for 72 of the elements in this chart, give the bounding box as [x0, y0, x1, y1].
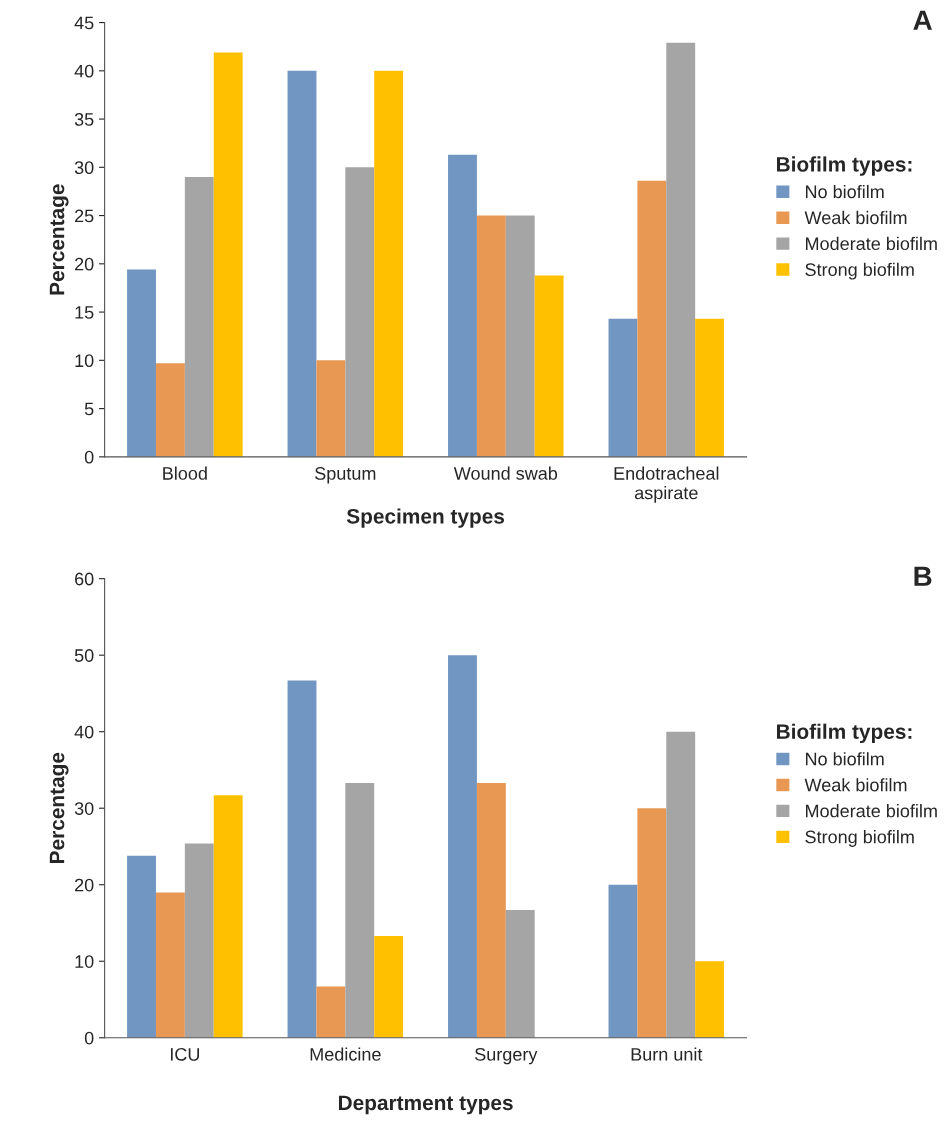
x-tick-label: ICU	[170, 1047, 199, 1061]
bar	[316, 360, 346, 457]
bar	[127, 855, 156, 1038]
bar	[287, 680, 317, 1038]
bar	[345, 167, 375, 457]
legend-label: Moderate biofilm	[805, 236, 937, 251]
x-tick-label: Burn unit	[631, 1047, 703, 1061]
bar	[316, 986, 346, 1038]
bar	[287, 70, 317, 457]
x-tick-label: Surgery	[475, 1047, 538, 1065]
legend-label: Weak biofilm	[804, 210, 907, 225]
bar	[448, 655, 477, 1038]
y-tick-label: 50	[74, 649, 94, 662]
y-tick-label: 0	[84, 450, 94, 464]
legend-title: Biofilm types:	[777, 723, 912, 744]
x-tick-label: Medicine	[310, 1047, 381, 1061]
bar	[345, 782, 375, 1038]
y-tick-label: 0	[84, 1031, 94, 1045]
y-tick-label: 35	[74, 113, 94, 126]
y-tick-label: 40	[74, 725, 94, 739]
bar	[374, 70, 404, 457]
x-axis-title: Specimen types	[346, 508, 505, 528]
bar	[155, 892, 185, 1038]
y-tick-label: 40	[74, 64, 94, 78]
bar	[666, 42, 696, 457]
x-axis-title: Department types	[338, 1095, 513, 1115]
y-tick-label: 45	[74, 16, 94, 30]
y-tick-label: 20	[75, 257, 94, 271]
legend-label: Weak biofilm	[804, 778, 907, 792]
y-tick-label: 30	[74, 161, 94, 175]
legend-label: No biofilm	[805, 184, 884, 199]
y-tick-label: 30	[74, 802, 94, 815]
legend-label: Strong biofilm	[805, 262, 914, 280]
text: B	[914, 566, 932, 586]
bar	[127, 269, 156, 457]
bar	[213, 52, 243, 457]
bar	[608, 884, 638, 1038]
y-tick-label: 5	[84, 402, 94, 416]
bar	[448, 154, 477, 457]
bar	[374, 935, 404, 1038]
bar	[695, 318, 725, 457]
bar	[637, 180, 667, 457]
y-tick-label: 20	[75, 878, 94, 892]
bar	[155, 363, 185, 457]
bar	[184, 176, 214, 457]
bar	[184, 843, 214, 1038]
y-tick-label: 15	[75, 306, 94, 319]
y-axis-title: Percentage	[49, 184, 69, 295]
text: A	[913, 10, 932, 30]
bar	[505, 215, 535, 457]
bar	[608, 318, 638, 457]
x-tick-label: Wound swab	[453, 466, 558, 480]
x-tick-label: Blood	[163, 466, 207, 480]
legend-label: Strong biofilm	[805, 830, 914, 847]
legend-label: Moderate biofilm	[805, 804, 937, 818]
bar	[695, 961, 725, 1038]
bar	[476, 215, 506, 457]
y-tick-label: 60	[75, 572, 94, 586]
bar	[213, 795, 243, 1038]
x-tick-label: Sputum	[315, 467, 376, 484]
y-axis-title: Percentage	[49, 752, 69, 863]
legend-label: No biofilm	[805, 752, 884, 766]
bar	[637, 808, 667, 1038]
y-tick-label: 10	[75, 955, 94, 968]
x-tick-label: Endotracheal aspirate	[614, 466, 719, 503]
bar	[476, 782, 506, 1038]
legend-title: Biofilm types:	[777, 156, 912, 176]
bar	[505, 909, 535, 1038]
bar	[666, 731, 696, 1038]
bar	[534, 275, 564, 457]
y-tick-label: 10	[75, 354, 94, 368]
y-tick-label: 25	[75, 209, 94, 223]
